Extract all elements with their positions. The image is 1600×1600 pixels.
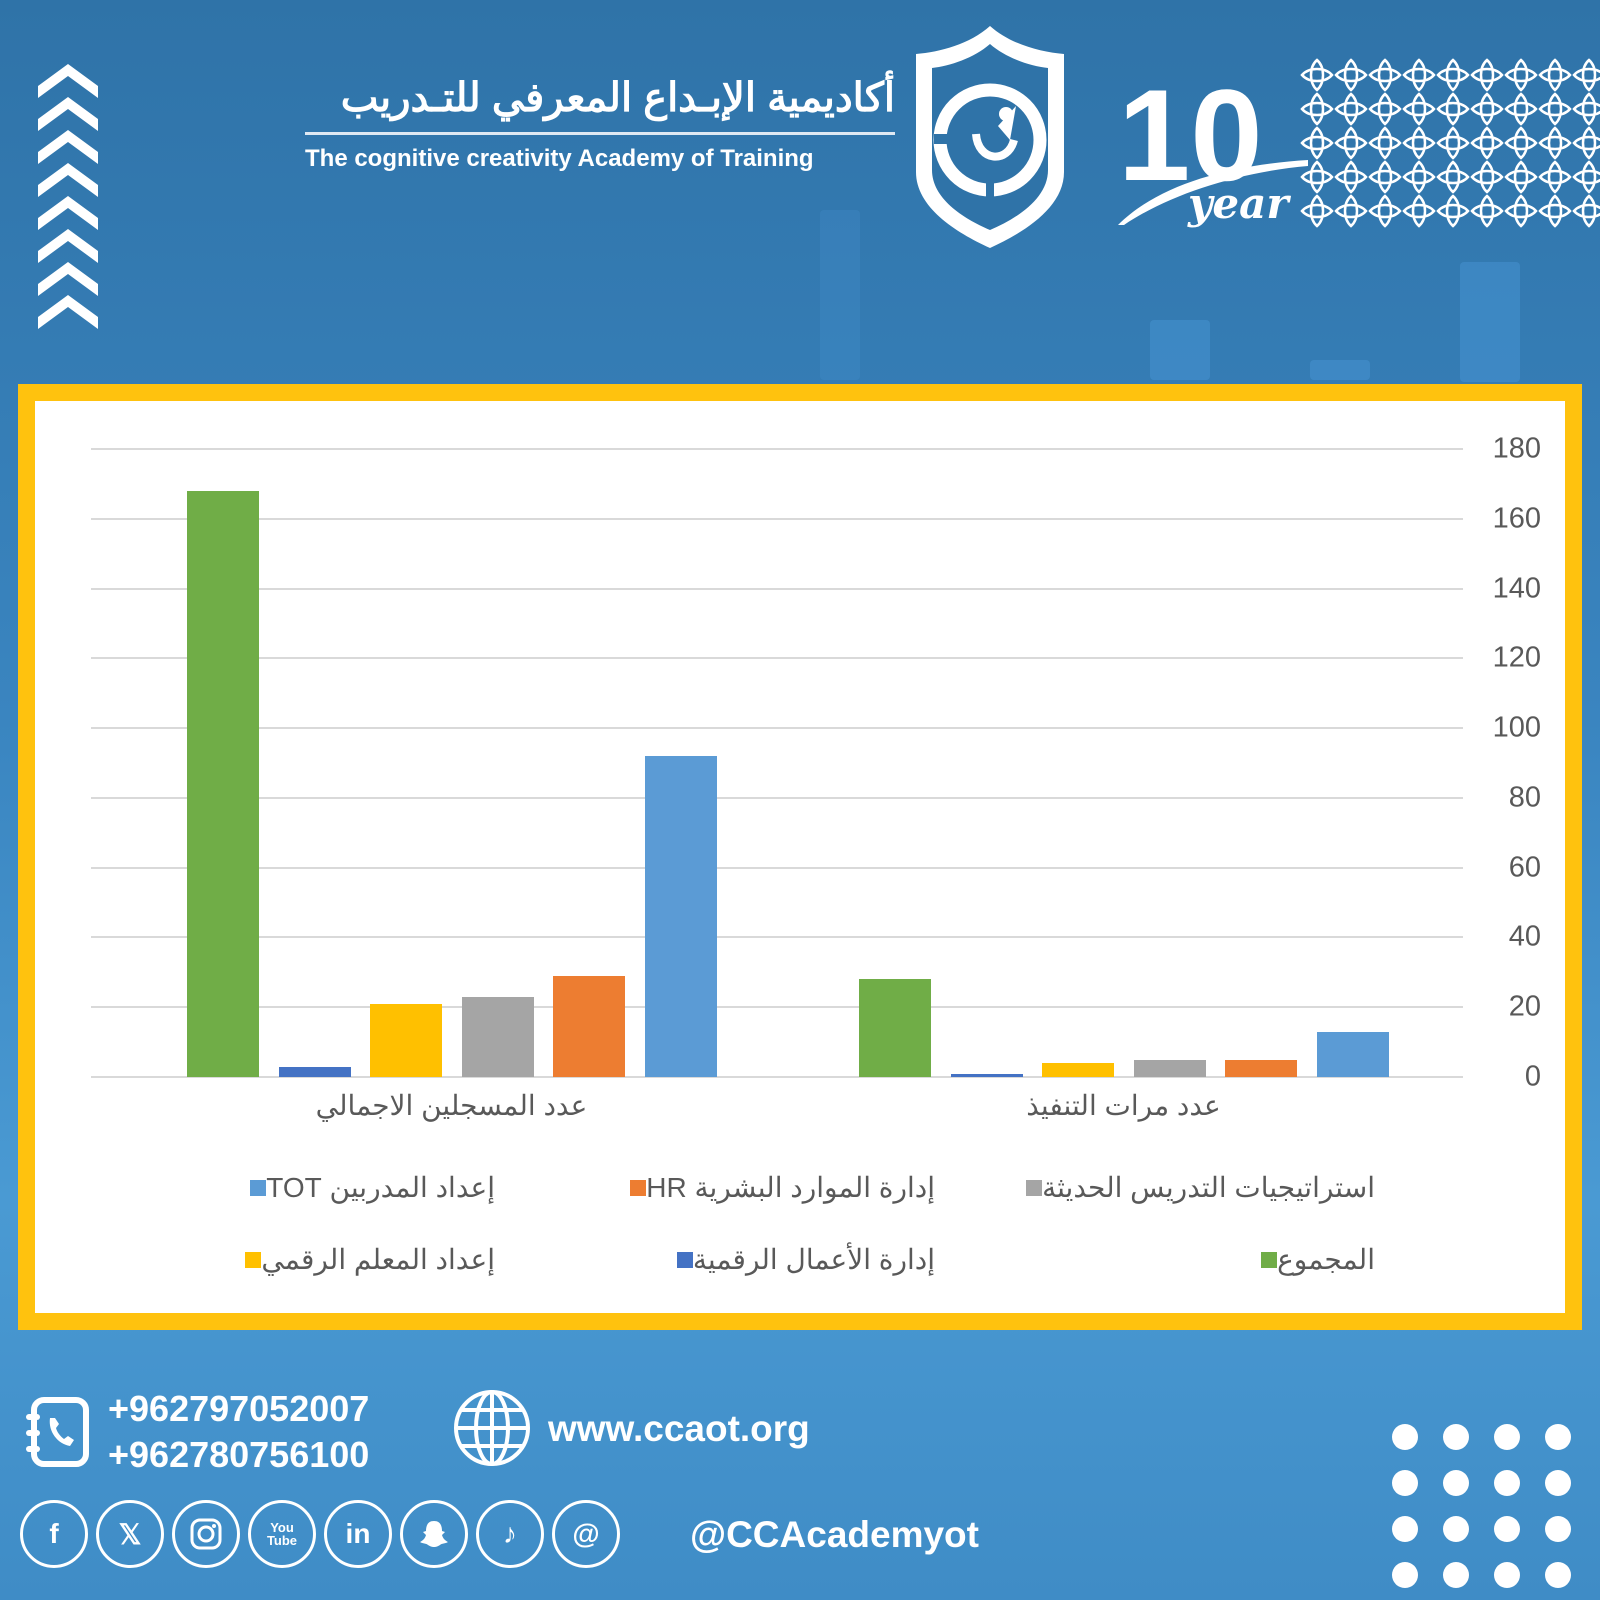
legend-label: إدارة الأعمال الرقمية [692,1244,935,1275]
legend-swatch-icon [250,1179,267,1196]
legend-item: إدارة الأعمال الرقمية [669,1243,935,1276]
gridline [91,657,1463,660]
legend-swatch-icon [630,1179,647,1196]
gridline [91,448,1463,450]
svg-text:year: year [1187,179,1291,228]
chevron-up-decoration [36,62,100,337]
chevrons-up-icon [38,64,98,329]
y-axis-tick-label: 160 [1492,502,1541,535]
bar [1225,1059,1297,1077]
chart-plot-area [91,448,1463,1078]
ten-years-badge-icon: 10 year [1118,62,1308,228]
legend-item: إعداد المدربين TOT [242,1171,495,1204]
gridline [91,587,1463,590]
y-axis-tick-label: 60 [1508,851,1541,884]
y-axis-tick-label: 40 [1508,920,1541,953]
y-axis-tick-label: 120 [1492,641,1541,674]
legend-label: المجموع [1277,1244,1375,1275]
globe-icon [454,1390,530,1466]
legend-swatch-icon [245,1251,262,1268]
youtube-icon[interactable]: You Tube [248,1500,316,1568]
phone-book-icon [26,1397,89,1467]
phone-numbers: +962797052007 +962780756100 [108,1386,369,1478]
y-axis-tick-label: 140 [1492,572,1541,605]
x-twitter-icon[interactable]: 𝕏 [96,1500,164,1568]
gridline [91,936,1463,939]
bar [1316,1031,1389,1077]
gridline [91,517,1463,520]
legend-label: استراتيجيات التدريس الحديثة [1042,1172,1375,1203]
x-axis-category-label: عدد مرات التنفيذ [1026,1090,1221,1121]
bar [461,996,534,1077]
chart-frame: عدد المسجلين الاجمالي عدد مرات التنفيذ إع… [18,384,1582,1330]
phone-number-2[interactable]: +962780756100 [108,1434,370,1475]
social-icons: f 𝕏 You Tube in ♪ @ [20,1500,620,1568]
legend-item: إعداد المعلم الرقمي [237,1243,495,1276]
dots-grid-decoration [1392,1424,1571,1588]
y-axis-tick-label: 100 [1492,711,1541,744]
facebook-icon[interactable]: f [20,1500,88,1568]
bar [187,490,259,1077]
academy-shield-logo-icon [916,26,1064,248]
legend-item: إدارة الموارد البشرية HR [622,1171,935,1204]
linkedin-icon[interactable]: in [324,1500,392,1568]
bar [644,756,717,1077]
snapchat-icon[interactable] [400,1500,468,1568]
bar [1133,1059,1206,1077]
academy-name-arabic: أكاديمية الإبـداع المعرفي للتـدريب [340,76,895,120]
bar [950,1073,1023,1077]
y-axis-tick-label: 0 [1524,1060,1541,1093]
legend-label: إدارة الموارد البشرية HR [646,1172,935,1203]
bar [553,975,625,1077]
social-handle[interactable]: @CCAcademyot [690,1514,979,1555]
academy-logo-text: أكاديمية الإبـداع المعرفي للتـدريب The c… [305,70,895,173]
legend-item: المجموع [1253,1243,1375,1276]
gridline [91,1006,1463,1009]
y-axis-tick-label: 20 [1508,990,1541,1023]
x-axis-category-label: عدد المسجلين الاجمالي [315,1090,588,1121]
bar [1042,1063,1114,1077]
islamic-pattern-decoration-icon [1300,58,1600,228]
y-axis-tick-label: 80 [1508,781,1541,814]
legend-swatch-icon [1261,1251,1278,1268]
gridline [91,1076,1463,1078]
threads-icon[interactable]: @ [552,1500,620,1568]
phone-number-1[interactable]: +962797052007 [108,1388,370,1429]
legend-swatch-icon [676,1251,693,1268]
logo-divider [305,132,895,135]
bar [278,1066,351,1077]
bar [859,979,931,1077]
gridline [91,866,1463,869]
gridline [91,796,1463,799]
legend-label: إعداد المعلم الرقمي [261,1244,495,1275]
website-link[interactable]: www.ccaot.org [548,1408,810,1449]
legend-item: استراتيجيات التدريس الحديثة [1018,1171,1375,1204]
bar-chart: عدد المسجلين الاجمالي عدد مرات التنفيذ إع… [35,401,1565,1313]
legend-swatch-icon [1026,1179,1043,1196]
y-axis-tick-label: 180 [1492,432,1541,465]
tiktok-icon[interactable]: ♪ [476,1500,544,1568]
legend-label: إعداد المدربين TOT [266,1172,495,1203]
bar [370,1003,442,1077]
academy-name-english: The cognitive creativity Academy of Trai… [305,145,814,172]
gridline [91,727,1463,730]
instagram-icon[interactable] [172,1500,240,1568]
